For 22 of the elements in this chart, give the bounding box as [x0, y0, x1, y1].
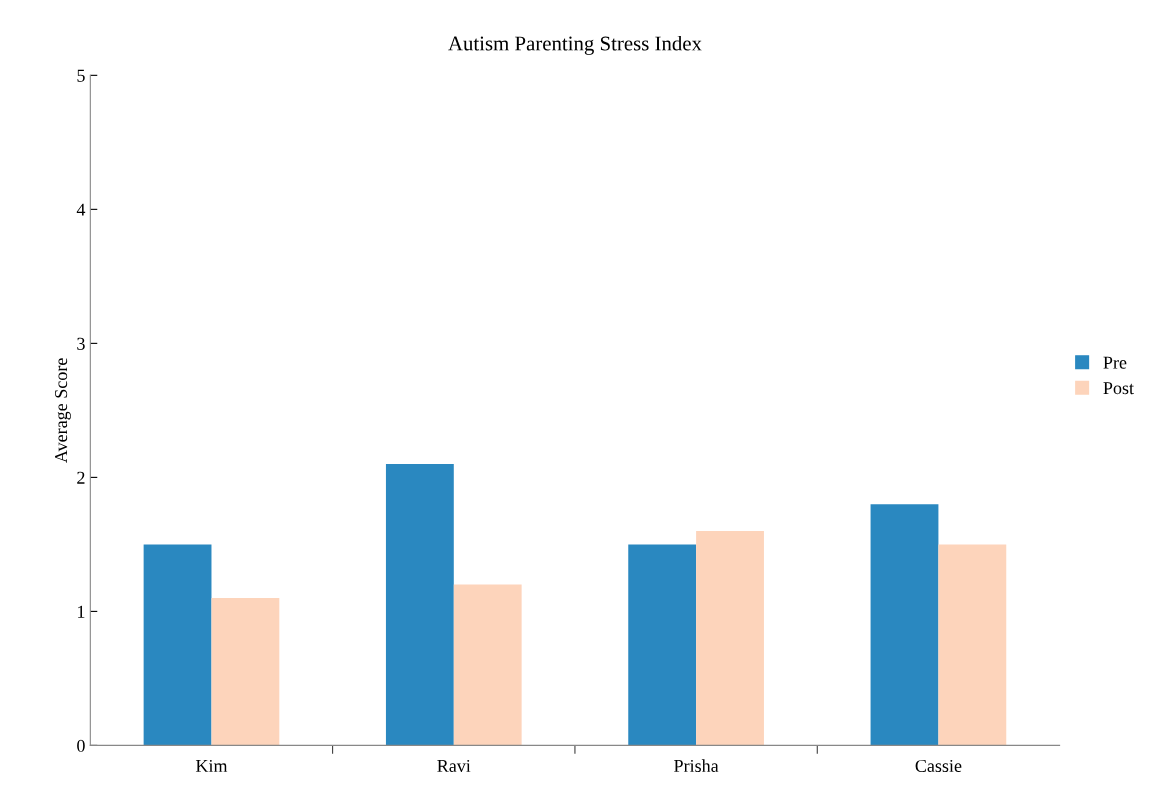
y-tick-label: 2 [77, 471, 85, 484]
legend-label: Post [1103, 382, 1134, 395]
bar [211, 598, 280, 746]
bar [385, 463, 454, 746]
y-axis-title: Average Score [55, 358, 71, 463]
x-tick-label: Prisha [674, 759, 719, 773]
bar [143, 544, 212, 746]
bar [938, 544, 1007, 746]
bar [870, 504, 939, 746]
x-tick-label: Cassie [915, 759, 962, 773]
bar [696, 530, 764, 746]
y-tick-label: 3 [77, 337, 85, 350]
bar [628, 544, 697, 746]
bar [453, 584, 522, 746]
y-tick-label: 5 [77, 69, 85, 82]
x-tick-label: Kim [195, 759, 228, 772]
x-tick-label: Ravi [437, 759, 471, 773]
y-tick-label: 0 [77, 739, 85, 752]
y-tick-label: 4 [76, 203, 86, 216]
y-tick-label: 1 [78, 605, 85, 618]
legend-label: Pre [1103, 356, 1127, 369]
chart-title: Autism Parenting Stress Index [448, 35, 702, 55]
